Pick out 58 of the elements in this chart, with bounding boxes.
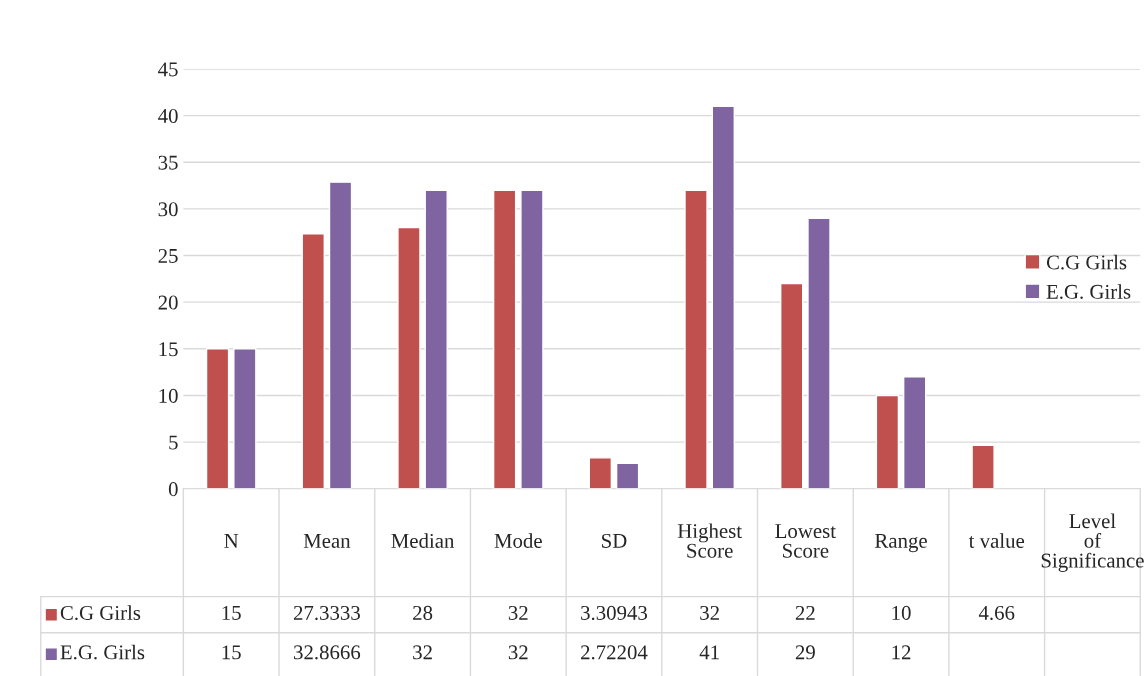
text: E.G. Girls xyxy=(60,644,145,660)
bar xyxy=(615,462,640,489)
y-tick-label: 10 xyxy=(159,388,178,403)
x-tick-label: N xyxy=(224,534,239,548)
data-label: 32 xyxy=(508,605,528,620)
bar xyxy=(902,376,927,489)
bar xyxy=(971,444,995,489)
x-tick-label: Mean xyxy=(303,534,351,548)
data-label: 10 xyxy=(892,605,911,620)
data-label: 2.72204 xyxy=(581,645,648,660)
legend-label: E.G. Girls xyxy=(1046,284,1131,299)
data-label: 28 xyxy=(413,605,433,620)
x-tick-label: Mode xyxy=(494,533,542,548)
data-label: 32 xyxy=(413,645,432,660)
data-label: 27.3333 xyxy=(293,605,360,620)
y-tick-label: 5 xyxy=(169,435,178,450)
data-label: 15 xyxy=(222,645,241,660)
x-tick-label: Range xyxy=(875,534,927,553)
y-tick-label: 25 xyxy=(158,248,178,263)
x-tick-label: Level of Significance xyxy=(1041,513,1144,572)
bar xyxy=(711,105,735,489)
y-tick-label: 0 xyxy=(168,482,178,497)
bar xyxy=(301,233,325,489)
bar xyxy=(875,394,900,489)
data-label: 3.30943 xyxy=(581,605,648,620)
x-tick-label: Lowest Score xyxy=(775,524,836,558)
data-label: 15 xyxy=(222,605,241,620)
y-tick-label: 40 xyxy=(158,108,178,124)
data-label: 41 xyxy=(699,645,719,660)
bar xyxy=(588,457,613,489)
bar xyxy=(424,189,448,489)
y-tick-label: 45 xyxy=(158,62,178,77)
y-tick-label: 20 xyxy=(158,295,178,310)
bar xyxy=(807,217,831,489)
bar xyxy=(205,348,230,489)
data-label: 32.8666 xyxy=(294,645,361,660)
data-label: 32 xyxy=(700,605,719,620)
data-label: 12 xyxy=(892,645,911,660)
x-tick-label: t value xyxy=(968,533,1025,548)
y-tick-label: 35 xyxy=(158,155,178,170)
legend-label: C.G Girls xyxy=(1046,254,1127,270)
bar xyxy=(520,189,544,489)
text: C.G Girls xyxy=(60,605,141,620)
bar xyxy=(328,181,353,489)
bar xyxy=(397,226,421,489)
x-tick-label: Highest Score xyxy=(677,523,742,558)
bar xyxy=(780,282,804,489)
data-label: 32 xyxy=(508,645,528,660)
bar xyxy=(233,348,257,489)
bar xyxy=(492,189,517,489)
data-label: 22 xyxy=(795,605,815,620)
data-label: 29 xyxy=(795,645,815,660)
y-tick-label: 15 xyxy=(159,342,178,357)
x-tick-label: SD xyxy=(602,533,627,548)
y-tick-label: 30 xyxy=(158,202,178,217)
bar xyxy=(684,189,708,489)
data-label: 4.66 xyxy=(978,605,1015,620)
x-tick-label: Median xyxy=(391,533,455,548)
